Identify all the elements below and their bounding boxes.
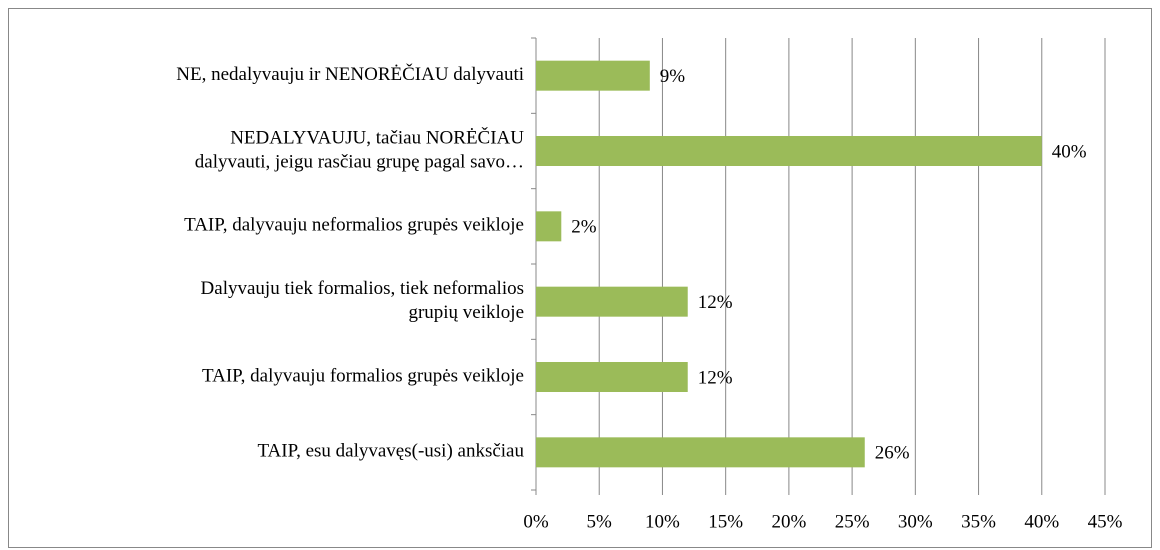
bar [536, 437, 865, 468]
value-label: 26% [875, 443, 910, 464]
y-tick-label: NE, nedalyvauju ir NENORĖČIAU dalyvauti [176, 63, 524, 85]
y-tick-label: TAIP, dalyvauju neformalios grupės veikl… [184, 215, 524, 236]
x-tick-label: 25% [835, 511, 870, 532]
y-tick-label: Dalyvauju tiek formalios, tiek neformali… [201, 278, 524, 299]
bar [536, 211, 562, 242]
x-tick-label: 45% [1088, 511, 1123, 532]
y-tick-label: TAIP, esu dalyvavęs(-usi) anksčiau [257, 441, 524, 462]
y-tick-label: NEDALYVAUJU, tačiau NORĖČIAU [230, 126, 524, 148]
x-tick-label: 10% [645, 511, 680, 532]
y-tick-label: TAIP, dalyvauju formalios grupės veikloj… [202, 365, 524, 386]
x-tick-label: 15% [708, 511, 743, 532]
x-tick-label: 35% [961, 511, 996, 532]
x-tick-label: 40% [1024, 511, 1059, 532]
value-label: 2% [571, 217, 597, 238]
bar [536, 286, 688, 317]
y-tick-label: dalyvauti, jeigu rasčiau grupę pagal sav… [195, 151, 524, 172]
value-label: 12% [698, 292, 733, 313]
bar [536, 362, 688, 392]
x-tick-label: 20% [771, 511, 806, 532]
bar [536, 60, 650, 91]
x-tick-label: 30% [898, 511, 933, 532]
value-label: 9% [660, 66, 686, 87]
x-tick-label: 5% [587, 511, 613, 532]
value-label: 40% [1052, 141, 1087, 162]
y-tick-label: grupių veikloje [408, 302, 524, 323]
value-label: 12% [698, 367, 733, 388]
x-tick-label: 0% [523, 511, 549, 532]
bar [536, 136, 1042, 166]
